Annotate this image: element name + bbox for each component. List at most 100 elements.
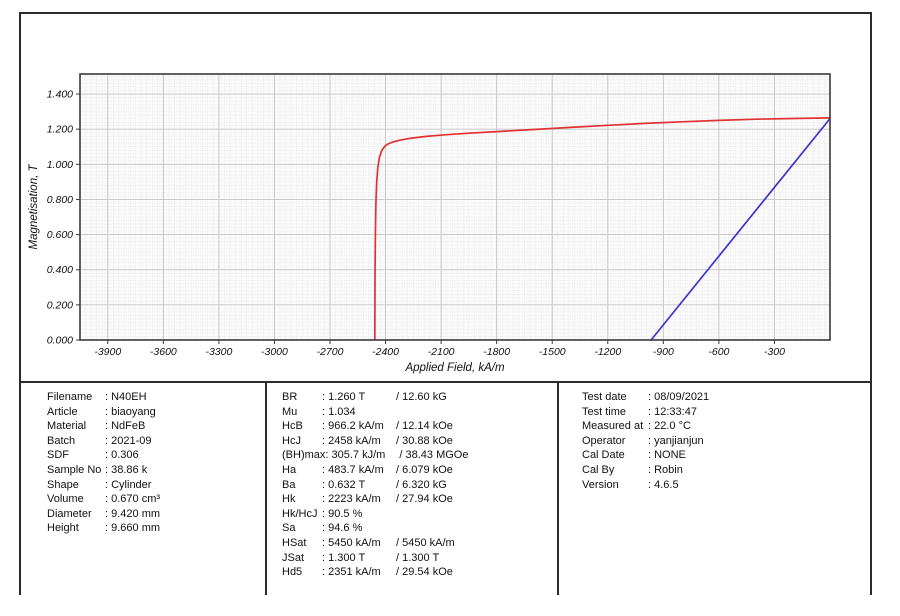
info-value-si: : 2458 kA/m xyxy=(322,434,381,447)
info-label: Mu xyxy=(282,405,298,418)
test-info-section: Test date : 08/09/2021 Test time : 12:33… xyxy=(557,383,870,595)
info-row: Test date : 08/09/2021 xyxy=(582,390,870,405)
info-row: Cal Date : NONE xyxy=(582,448,870,463)
info-label: Test time xyxy=(582,405,627,418)
info-value-si: : 94.6 % xyxy=(322,522,363,535)
info-value-cgs: / 27.94 kOe xyxy=(396,493,453,506)
x-tick-label: -3300 xyxy=(205,346,232,358)
info-value-cgs: / 12.14 kOe xyxy=(396,420,453,433)
info-value: : NONE xyxy=(648,449,686,462)
info-label: Sample No xyxy=(47,463,102,476)
info-row: (BH)max : 305.7 kJ/m / 38.43 MGOe xyxy=(282,448,557,463)
info-value-si: : 2351 kA/m xyxy=(322,566,381,579)
axis-ticks: -3900 -3600 -3300 -3000 -2700 -2400 -2100 -1800… xyxy=(47,89,785,358)
info-value: : 08/09/2021 xyxy=(648,391,710,403)
info-row: Measured at : 22.0 °C xyxy=(582,419,870,434)
info-row: Ha : 483.7 kA/m / 6.079 kOe xyxy=(282,463,557,478)
sample-info-section: Filename : N40EH Article : biaoyang Mate… xyxy=(21,383,265,595)
x-tick-label: -1200 xyxy=(594,346,621,358)
bh-curve-chart: -3900 -3600 -3300 -3000 -2700 -2400 -2100 -1800… xyxy=(28,73,831,374)
info-row: Height : 9.660 mm xyxy=(47,521,265,536)
info-label: Ha xyxy=(282,463,297,476)
info-label: Sa xyxy=(282,522,296,535)
x-tick-label: -1800 xyxy=(483,346,510,358)
y-tick-label: 1.400 xyxy=(47,89,73,101)
info-value: : 0.670 cm³ xyxy=(105,493,161,506)
info-value: : N40EH xyxy=(105,391,147,403)
info-value: : 9.660 mm xyxy=(105,522,161,535)
info-value-si: : 5450 kA/m xyxy=(322,536,381,549)
grid-major xyxy=(80,74,830,340)
info-value-si: : 90.5 % xyxy=(322,507,363,520)
info-row: Diameter : 9.420 mm xyxy=(47,507,265,522)
info-row: Filename : N40EH xyxy=(47,390,265,405)
info-value-cgs: / 5450 kA/m xyxy=(396,536,455,549)
info-label: Hd5 xyxy=(282,566,303,579)
y-tick-label: 0.000 xyxy=(47,335,73,347)
info-panel: Filename : N40EH Article : biaoyang Mate… xyxy=(21,381,870,595)
info-row: Article : biaoyang xyxy=(47,405,265,420)
info-row: Ba : 0.632 T / 6.320 kG xyxy=(282,478,557,493)
info-row: HcB : 966.2 kA/m / 12.14 kOe xyxy=(282,419,557,434)
info-row: Version : 4.6.5 xyxy=(582,478,870,493)
y-tick-label: 0.400 xyxy=(47,264,73,276)
info-value-si: : 0.632 T xyxy=(322,478,366,491)
info-label: Shape xyxy=(47,478,79,491)
info-label: Hk/HcJ xyxy=(282,507,318,520)
info-value: : 22.0 °C xyxy=(648,420,691,433)
x-tick-label: -2400 xyxy=(372,346,399,358)
info-label: Height xyxy=(47,522,79,535)
x-tick-label: -300 xyxy=(764,346,785,358)
info-label: Cal By xyxy=(582,463,615,476)
info-value-cgs: / 6.320 kG xyxy=(396,478,447,491)
info-label: Volume xyxy=(47,493,84,506)
info-value-si: : 305.7 kJ/m xyxy=(325,449,386,462)
sample-info-rows: Filename : N40EH Article : biaoyang Mate… xyxy=(47,390,265,536)
info-label: Material xyxy=(47,420,87,433)
report-page: -3900 -3600 -3300 -3000 -2700 -2400 -2100 -1800… xyxy=(19,12,872,595)
info-row: Cal By : Robin xyxy=(582,463,870,478)
info-label: HSat xyxy=(282,536,307,549)
y-tick-label: 0.600 xyxy=(47,229,73,241)
x-tick-label: -2100 xyxy=(428,346,455,358)
info-row: HcJ : 2458 kA/m / 30.88 kOe xyxy=(282,434,557,449)
info-row: Material : NdFeB xyxy=(47,419,265,434)
info-value-cgs: / 29.54 kOe xyxy=(396,566,453,579)
info-value-cgs: / 1.300 T xyxy=(396,551,440,564)
plot-area xyxy=(80,74,830,340)
info-row: Test time : 12:33:47 xyxy=(582,405,870,420)
info-value: : NdFeB xyxy=(105,420,146,433)
info-label: JSat xyxy=(282,551,305,564)
y-tick-label: 1.200 xyxy=(47,124,73,136)
info-label: SDF xyxy=(47,449,69,462)
test-info-rows: Test date : 08/09/2021 Test time : 12:33… xyxy=(582,390,870,492)
info-row: Mu : 1.034 xyxy=(282,405,557,420)
x-tick-label: -3000 xyxy=(261,346,288,358)
info-value-si: : 1.260 T xyxy=(322,391,366,403)
chart-area: -3900 -3600 -3300 -3000 -2700 -2400 -2100 -1800… xyxy=(21,14,870,381)
info-value-si: : 2223 kA/m xyxy=(322,493,381,506)
info-row: BR : 1.260 T / 12.60 kG xyxy=(282,390,557,405)
info-value-cgs: / 38.43 MGOe xyxy=(399,449,469,462)
info-label: Ba xyxy=(282,478,296,491)
info-value-si: : 1.034 xyxy=(322,405,356,418)
info-value: : 4.6.5 xyxy=(648,478,679,491)
info-value-cgs: / 6.079 kOe xyxy=(396,463,453,476)
info-label: Filename xyxy=(47,391,93,403)
info-label: (BH)max xyxy=(282,449,326,462)
x-tick-label: -3900 xyxy=(94,346,121,358)
info-value: : Robin xyxy=(648,463,683,476)
info-label: HcB xyxy=(282,420,303,433)
info-label: Test date xyxy=(582,391,627,403)
info-row: Batch : 2021-09 xyxy=(47,434,265,449)
info-row: Hk/HcJ : 90.5 % xyxy=(282,507,557,522)
info-value-si: : 483.7 kA/m xyxy=(322,463,384,476)
y-axis-label: Magnetisation, T xyxy=(28,164,40,250)
series-normal-bh-line xyxy=(650,118,831,341)
y-tick-label: 0.200 xyxy=(47,299,73,311)
series-intrinsic-jh-curve xyxy=(373,117,831,341)
info-value: : biaoyang xyxy=(105,405,156,418)
info-row: Hk : 2223 kA/m / 27.94 kOe xyxy=(282,492,557,507)
info-value-si: : 966.2 kA/m xyxy=(322,420,384,433)
info-value-cgs: / 12.60 kG xyxy=(396,391,447,403)
